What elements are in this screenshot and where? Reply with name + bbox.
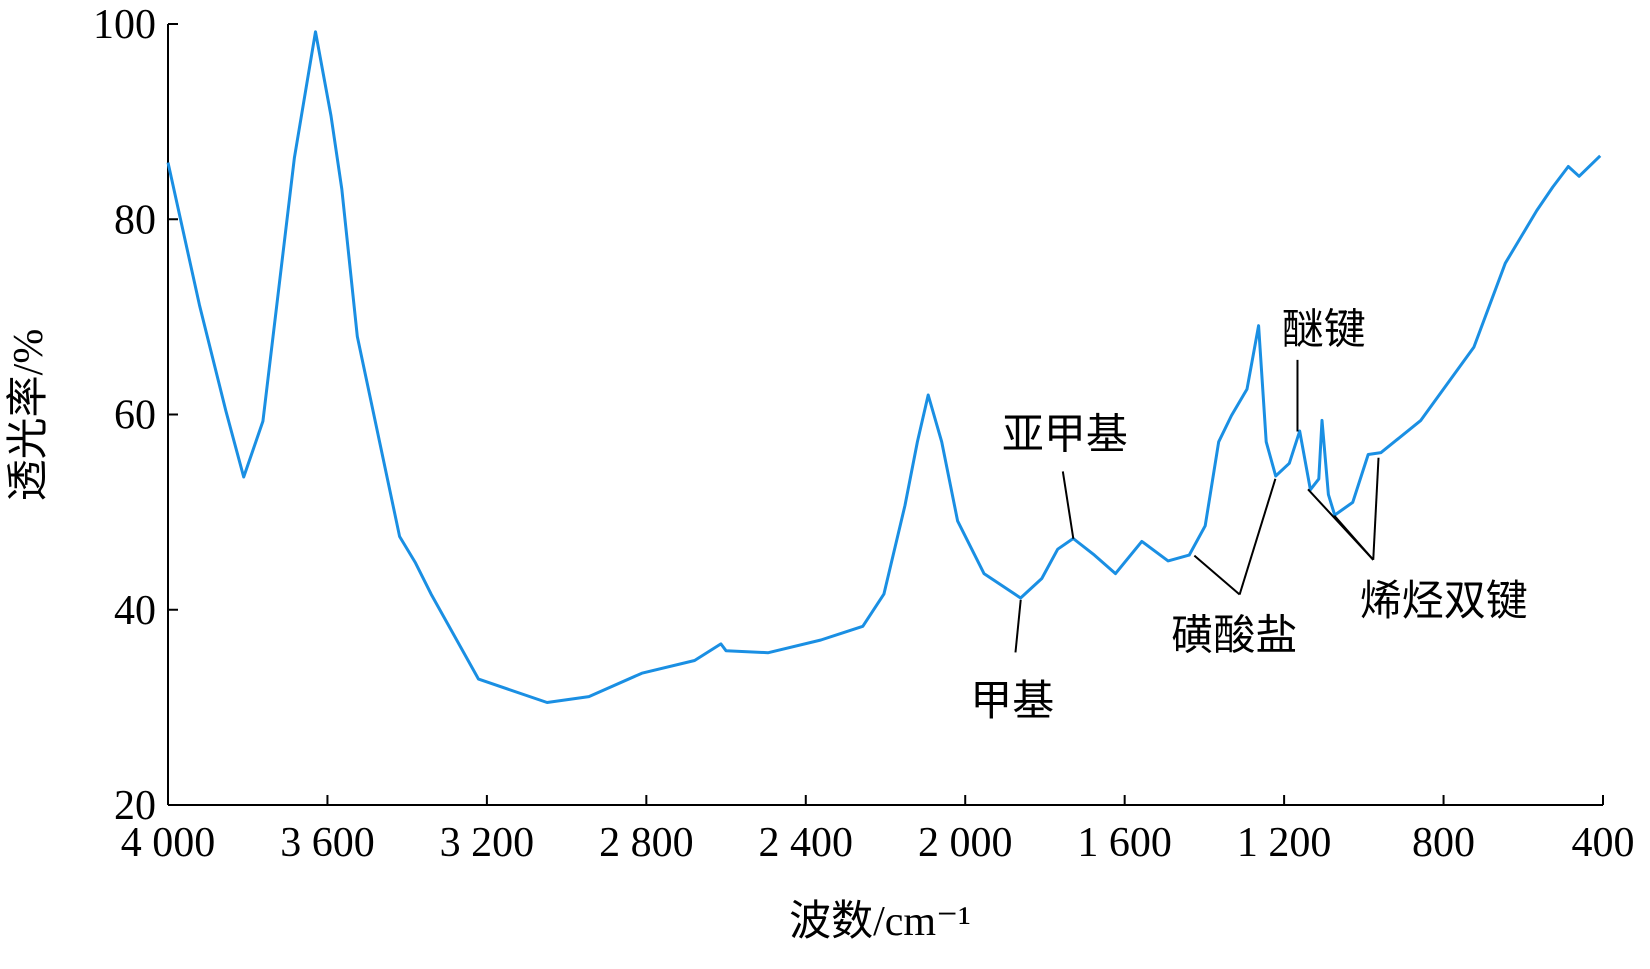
spectrum-line bbox=[166, 30, 1602, 704]
annotation-leader bbox=[1061, 471, 1075, 539]
y-tick-label: 60 bbox=[114, 393, 156, 439]
annotation-leader bbox=[1372, 457, 1380, 560]
y-tick-label: 100 bbox=[93, 2, 156, 48]
y-tick-label: 80 bbox=[114, 197, 156, 243]
annotation-label: 磺酸盐 bbox=[1171, 614, 1297, 660]
annotation-leader bbox=[1014, 599, 1022, 653]
y-axis-label: 透光率/% bbox=[5, 329, 52, 502]
x-tick-label: 4 000 bbox=[121, 820, 216, 866]
x-tick-label: 3 600 bbox=[280, 820, 375, 866]
x-tick-label: 2 800 bbox=[599, 820, 694, 866]
x-tick-label: 2 400 bbox=[759, 820, 854, 866]
x-tick-label: 2 000 bbox=[918, 820, 1013, 866]
annotation-label: 醚键 bbox=[1282, 307, 1366, 353]
y-tick-label: 40 bbox=[114, 588, 156, 634]
x-tick-label: 1 200 bbox=[1237, 820, 1332, 866]
annotation-leader bbox=[1333, 514, 1375, 561]
y-tick-label: 20 bbox=[114, 783, 156, 829]
x-tick-label: 800 bbox=[1412, 820, 1475, 866]
x-tick-label: 400 bbox=[1572, 820, 1635, 866]
annotation-label: 亚甲基 bbox=[1002, 413, 1128, 459]
annotation-leader bbox=[1238, 478, 1277, 595]
x-tick-label: 3 200 bbox=[440, 820, 535, 866]
annotation-label: 烯烃双键 bbox=[1360, 579, 1528, 625]
x-axis-label: 波数/cm⁻¹ bbox=[789, 899, 971, 945]
x-tick-label: 1 600 bbox=[1077, 820, 1172, 866]
annotation-label: 甲基 bbox=[970, 679, 1054, 725]
annotation-leader bbox=[1193, 554, 1241, 596]
